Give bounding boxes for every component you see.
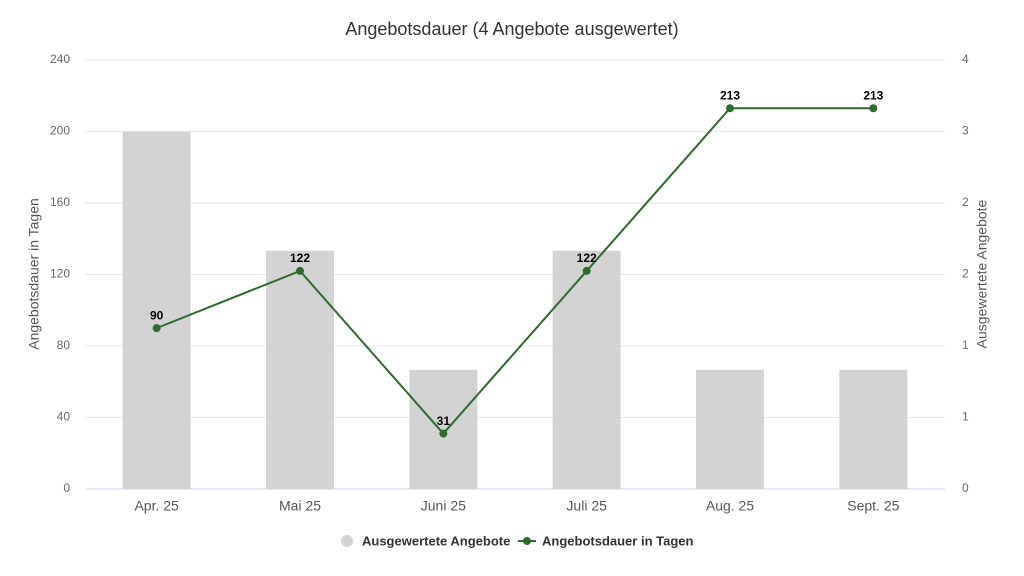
y2-tick-label: 1 [962, 338, 969, 352]
legend-label: Ausgewertete Angebote [362, 533, 510, 548]
point [152, 324, 161, 333]
bar [839, 369, 908, 489]
data-label: 213 [720, 88, 740, 102]
y-axis-title: Angebotsdauer in Tagen [26, 198, 42, 350]
point [869, 104, 878, 113]
legend-swatch [523, 537, 531, 545]
y2-tick-label: 3 [962, 124, 969, 138]
y-tick-label: 0 [63, 481, 70, 495]
y2-tick-label: 1 [962, 410, 969, 424]
data-label: 90 [150, 308, 164, 322]
chart-title: Angebotsdauer (4 Angebote ausgewertet) [345, 19, 678, 39]
y2-axis-title: Ausgewertete Angebote [974, 199, 990, 348]
bar [266, 250, 334, 489]
x-tick-label: Apr. 25 [134, 498, 179, 514]
y-tick-label: 40 [57, 410, 71, 424]
y-tick-label: 120 [50, 267, 70, 281]
x-tick-label: Aug. 25 [706, 498, 754, 514]
data-label: 213 [863, 88, 883, 102]
x-tick-label: Mai 25 [279, 498, 321, 514]
y-tick-label: 160 [50, 195, 70, 209]
legend-label: Angebotsdauer in Tagen [542, 533, 693, 548]
bar [122, 131, 191, 489]
y2-tick-label: 0 [962, 481, 969, 495]
data-label: 122 [577, 251, 597, 265]
bar [409, 369, 478, 489]
y-tick-label: 240 [50, 52, 70, 66]
bar [696, 369, 764, 489]
y2-tick-label: 4 [962, 52, 969, 66]
x-tick-label: Sept. 25 [847, 498, 899, 514]
legend-swatch [341, 535, 353, 547]
x-tick-label: Juni 25 [421, 498, 466, 514]
point [582, 266, 591, 275]
y-tick-label: 80 [57, 338, 71, 352]
data-label: 122 [290, 251, 310, 265]
x-tick-label: Juli 25 [566, 498, 607, 514]
data-label: 31 [437, 414, 451, 428]
y-tick-label: 200 [50, 124, 70, 138]
point [439, 429, 448, 438]
y2-tick-label: 2 [962, 267, 969, 281]
y2-tick-label: 2 [962, 195, 969, 209]
point [296, 266, 304, 275]
line [156, 107, 874, 436]
point [726, 104, 734, 113]
bar [552, 250, 621, 489]
